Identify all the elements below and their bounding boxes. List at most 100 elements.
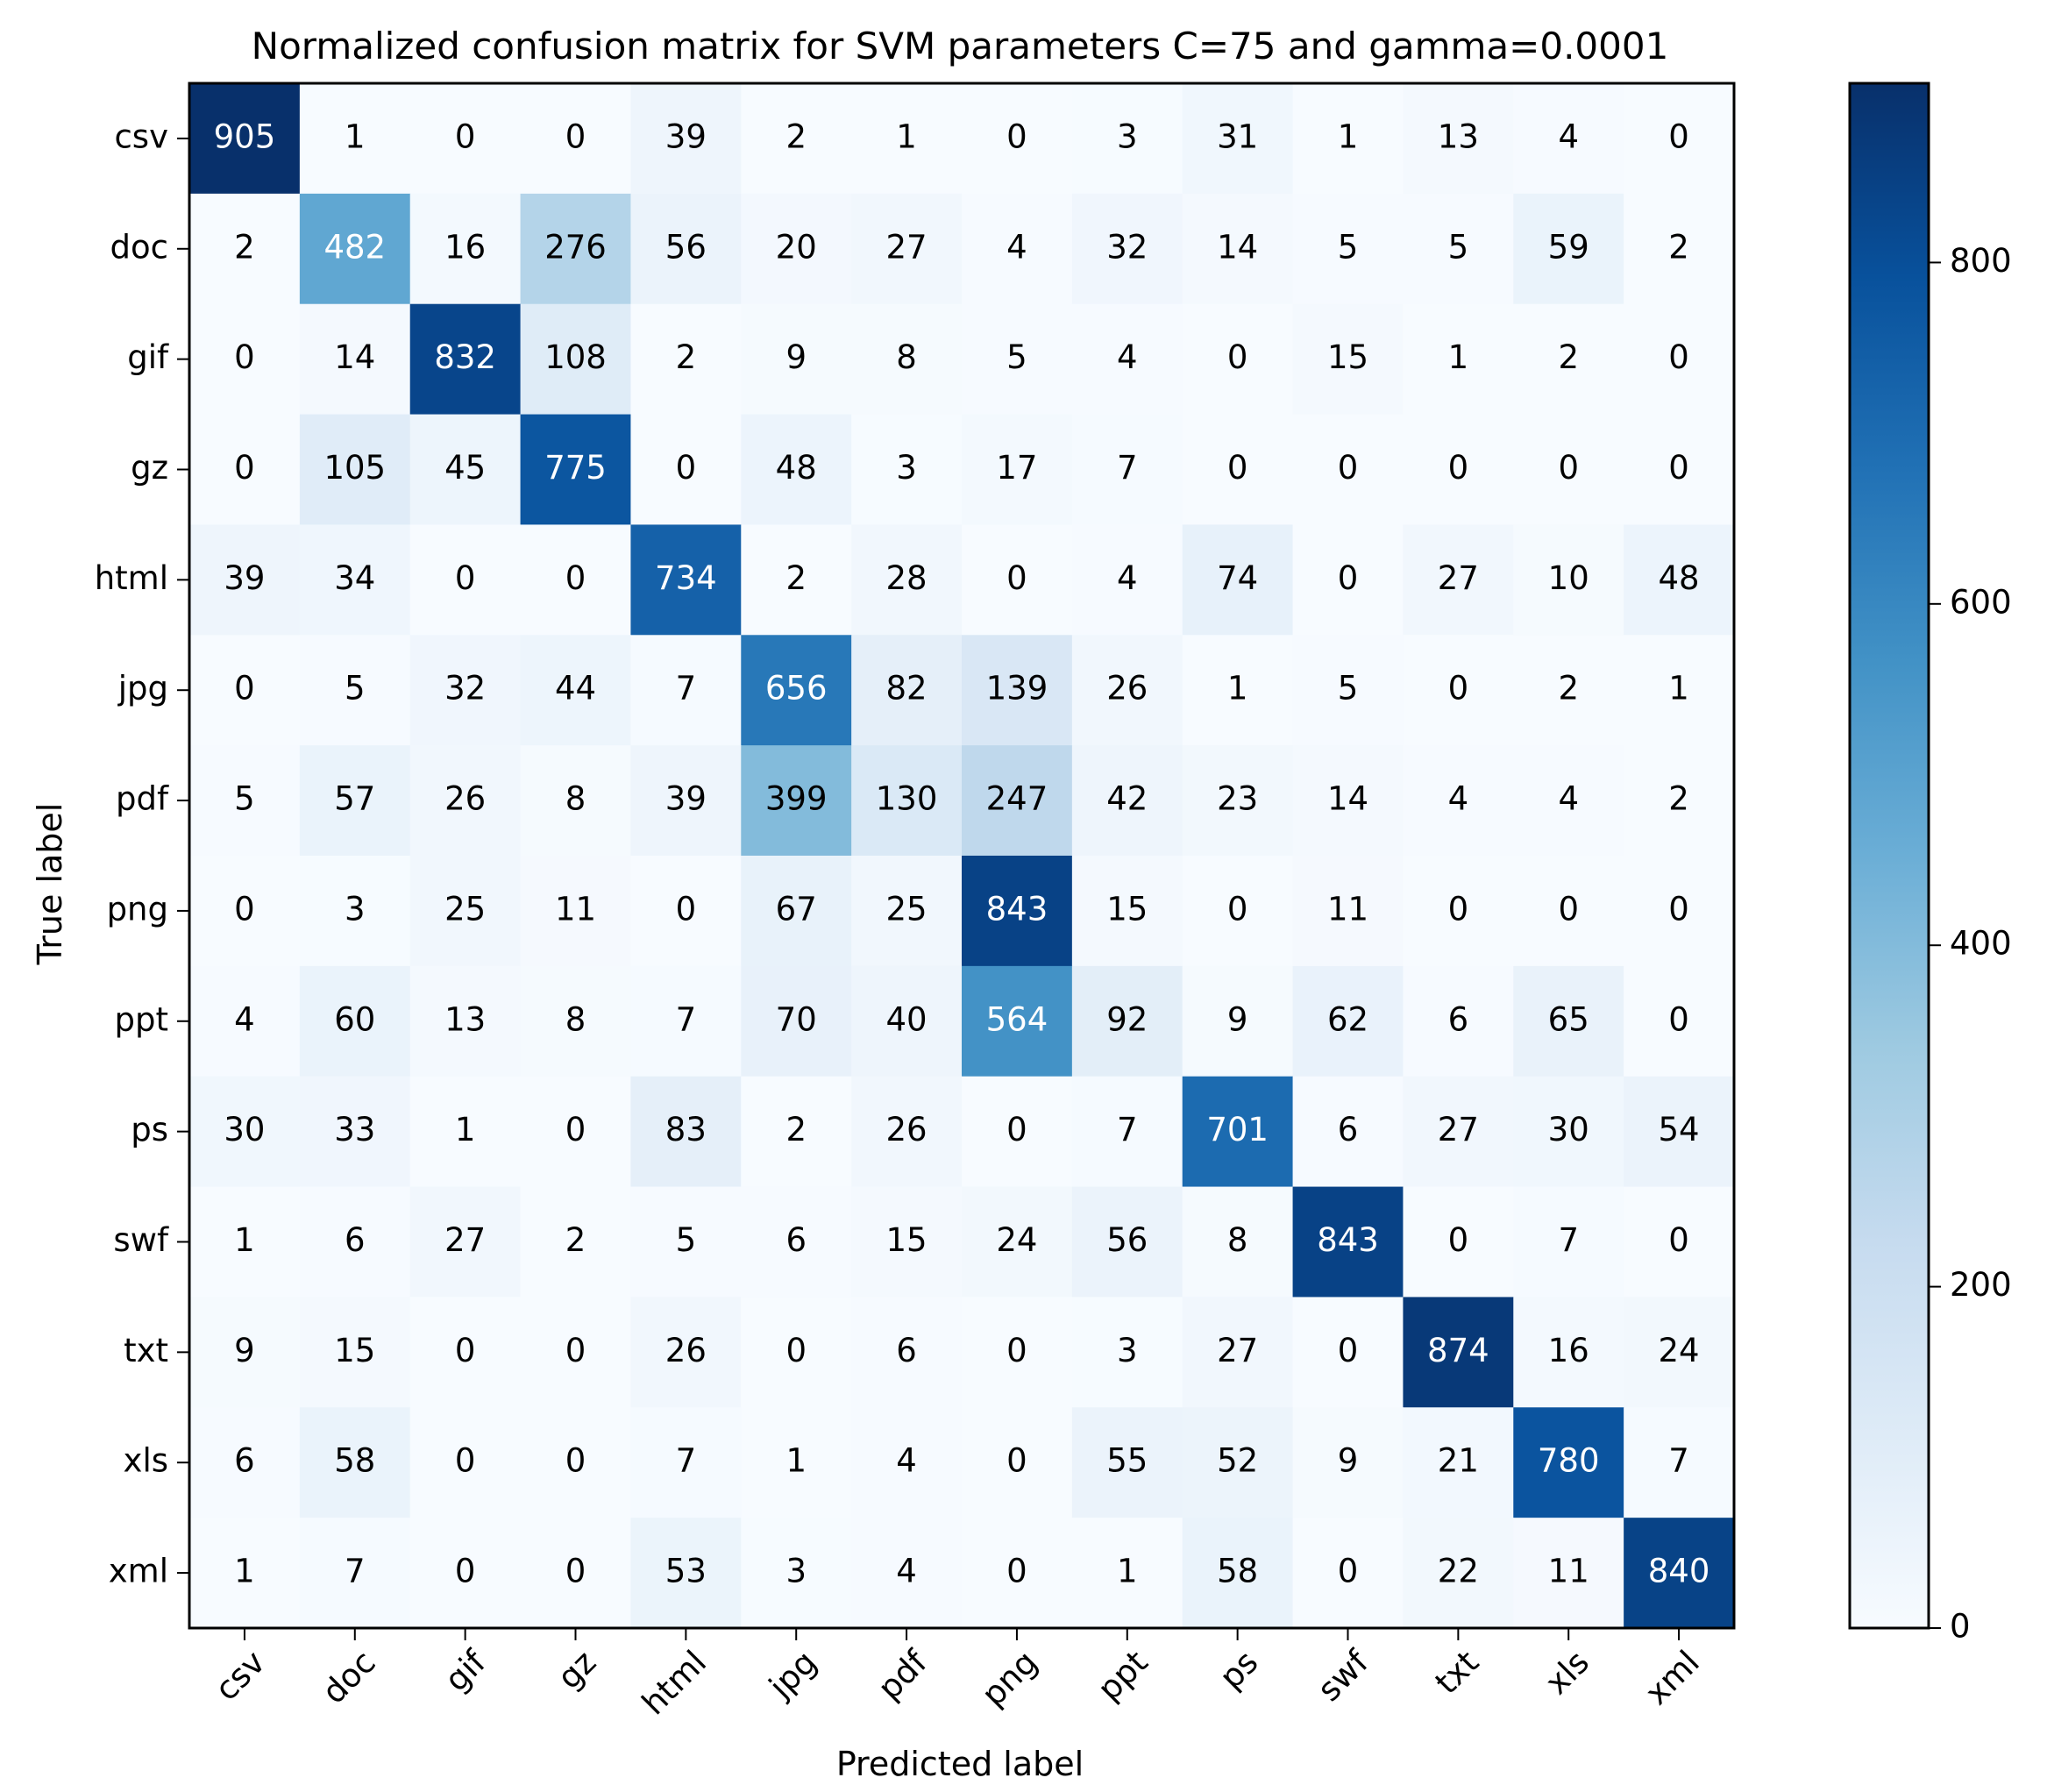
cell-value-doc-jpg: 20 bbox=[776, 228, 817, 266]
cell-value-png-pdf: 25 bbox=[886, 890, 928, 928]
cell-value-csv-pdf: 1 bbox=[896, 117, 917, 155]
heatmap-cell-txt-csv bbox=[189, 1297, 301, 1408]
heatmap-cell-png-doc bbox=[299, 856, 411, 967]
heatmap-cell-pdf-gz bbox=[520, 745, 631, 857]
heatmap-cell-html-csv bbox=[189, 524, 301, 636]
heatmap-cell-txt-png bbox=[962, 1297, 1073, 1408]
cell-value-pdf-png: 247 bbox=[986, 780, 1048, 818]
heatmap-cell-html-swf bbox=[1292, 524, 1404, 636]
cell-value-xml-pdf: 4 bbox=[896, 1553, 917, 1590]
heatmap-cell-ps-html bbox=[630, 1076, 742, 1188]
heatmap-cell-txt-gz bbox=[520, 1297, 631, 1408]
heatmap-cell-jpg-png bbox=[962, 635, 1073, 746]
heatmap-cell-csv-gz bbox=[520, 83, 631, 195]
heatmap-cell-gif-html bbox=[630, 303, 742, 416]
heatmap-cell-xml-txt bbox=[1403, 1518, 1514, 1629]
cell-value-html-ps: 74 bbox=[1217, 559, 1258, 597]
y-tick-label-html: html bbox=[95, 559, 168, 597]
heatmap-cell-gif-ppt bbox=[1071, 303, 1183, 416]
heatmap-cell-xls-gz bbox=[520, 1407, 631, 1518]
cell-value-swf-gz: 2 bbox=[565, 1221, 586, 1259]
cell-value-jpg-png: 139 bbox=[986, 670, 1048, 708]
cell-value-html-pdf: 28 bbox=[886, 559, 928, 597]
cell-value-xls-gif: 0 bbox=[455, 1442, 476, 1480]
cell-value-doc-png: 4 bbox=[1006, 228, 1027, 266]
cell-value-html-xls: 10 bbox=[1548, 559, 1589, 597]
cell-value-pdf-gz: 8 bbox=[565, 780, 586, 818]
cell-value-txt-html: 26 bbox=[665, 1332, 707, 1369]
heatmap-cell-gif-gz bbox=[520, 303, 631, 416]
heatmap-cell-txt-html bbox=[630, 1297, 742, 1408]
heatmap-cell-txt-pdf bbox=[851, 1297, 963, 1408]
heatmap-cell-jpg-doc bbox=[299, 635, 411, 746]
colorbar-ticks: 0 200 400 600 800 bbox=[1929, 242, 2012, 1646]
cell-value-swf-csv: 1 bbox=[234, 1221, 255, 1259]
cell-value-doc-doc: 482 bbox=[323, 228, 386, 266]
heatmap-cell-xml-gz bbox=[520, 1518, 631, 1629]
cell-value-ppt-xls: 65 bbox=[1548, 1000, 1589, 1038]
cell-value-csv-swf: 1 bbox=[1338, 117, 1359, 155]
heatmap-cell-xml-jpg bbox=[741, 1518, 852, 1629]
cell-value-swf-gif: 27 bbox=[444, 1221, 486, 1259]
cell-value-gif-ps: 0 bbox=[1227, 338, 1248, 376]
cell-value-pdf-jpg: 399 bbox=[765, 780, 828, 818]
heatmap-cell-jpg-xls bbox=[1513, 635, 1624, 746]
heatmap-cell-jpg-ppt bbox=[1071, 635, 1183, 746]
cell-value-html-xml: 48 bbox=[1659, 559, 1700, 597]
cell-value-ps-gz: 0 bbox=[565, 1111, 586, 1148]
x-axis-ticks: csv doc gif gz html jpg pdf png ppt ps swf txt xls xm… bbox=[208, 1628, 1707, 1722]
cell-value-gz-gz: 775 bbox=[544, 449, 607, 487]
heatmap-cell-xls-jpg bbox=[741, 1407, 852, 1518]
cell-value-jpg-xml: 1 bbox=[1668, 670, 1689, 708]
cell-value-doc-csv: 2 bbox=[234, 228, 255, 266]
heatmap-cell-pdf-xls bbox=[1513, 745, 1624, 857]
heatmap-cell-txt-jpg bbox=[741, 1297, 852, 1408]
heatmap-cell-html-txt bbox=[1403, 524, 1514, 636]
cell-value-png-doc: 3 bbox=[345, 890, 366, 928]
x-tick-label-xls: xls bbox=[1538, 1643, 1596, 1702]
heatmap-cell-doc-xls bbox=[1513, 193, 1624, 305]
cell-value-jpg-gif: 32 bbox=[444, 670, 486, 708]
cell-value-html-txt: 27 bbox=[1438, 559, 1479, 597]
heatmap-cell-ps-txt bbox=[1403, 1076, 1514, 1188]
cell-value-doc-ps: 14 bbox=[1217, 228, 1258, 266]
cell-value-xml-gif: 0 bbox=[455, 1553, 476, 1590]
cell-value-txt-xls: 16 bbox=[1548, 1332, 1589, 1369]
cell-value-xls-ppt: 55 bbox=[1106, 1442, 1148, 1480]
heatmap-cell-html-gif bbox=[409, 524, 522, 636]
heatmap-cell-ppt-xls bbox=[1513, 965, 1624, 1077]
heatmap-cell-xls-xls bbox=[1513, 1407, 1624, 1518]
cell-value-pdf-csv: 5 bbox=[234, 780, 255, 818]
heatmap-cell-xml-ppt bbox=[1071, 1518, 1183, 1629]
cell-value-ppt-swf: 62 bbox=[1327, 1000, 1368, 1038]
cell-value-doc-swf: 5 bbox=[1338, 228, 1359, 266]
x-tick-label-html: html bbox=[635, 1643, 714, 1722]
cell-value-csv-txt: 13 bbox=[1438, 117, 1479, 155]
cell-value-swf-html: 5 bbox=[676, 1221, 697, 1259]
colorbar-tick-label-400: 400 bbox=[1950, 925, 2012, 963]
cell-value-pdf-pdf: 130 bbox=[876, 780, 938, 818]
cell-value-html-csv: 39 bbox=[224, 559, 265, 597]
heatmap-cell-csv-txt bbox=[1403, 83, 1514, 195]
cell-value-swf-swf: 843 bbox=[1317, 1221, 1379, 1259]
cell-value-png-png: 843 bbox=[986, 890, 1048, 928]
heatmap-cell-ppt-txt bbox=[1403, 965, 1514, 1077]
cell-value-ppt-jpg: 70 bbox=[776, 1000, 817, 1038]
heatmap-cell-ps-swf bbox=[1292, 1076, 1404, 1188]
cell-value-ppt-doc: 60 bbox=[334, 1000, 375, 1038]
heatmap-cell-swf-xls bbox=[1513, 1186, 1624, 1298]
heatmap-cell-png-gif bbox=[409, 856, 522, 967]
heatmap-cell-ps-jpg bbox=[741, 1076, 852, 1188]
heatmap-cell-png-txt bbox=[1403, 856, 1514, 967]
cell-value-gif-gz: 108 bbox=[544, 338, 607, 376]
heatmap-cell-jpg-gif bbox=[409, 635, 522, 746]
heatmap-cell-csv-doc bbox=[299, 83, 411, 195]
heatmap-cell-txt-gif bbox=[409, 1297, 522, 1408]
heatmap-cell-ppt-xml bbox=[1624, 965, 1735, 1077]
heatmap-cells bbox=[189, 83, 1735, 1629]
x-tick-label-txt: txt bbox=[1428, 1643, 1486, 1701]
heatmap-cell-doc-ps bbox=[1182, 193, 1294, 305]
y-tick-label-xls: xls bbox=[124, 1442, 168, 1480]
cell-value-html-png: 0 bbox=[1006, 559, 1027, 597]
cell-value-gz-html: 0 bbox=[676, 449, 697, 487]
